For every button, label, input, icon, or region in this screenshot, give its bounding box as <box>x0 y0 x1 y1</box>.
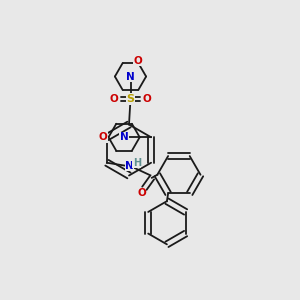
Text: S: S <box>127 94 134 104</box>
Text: O: O <box>99 132 107 142</box>
Text: O: O <box>134 56 143 66</box>
Text: N: N <box>120 132 128 142</box>
Text: N: N <box>126 71 135 82</box>
Text: O: O <box>137 188 146 198</box>
Text: O: O <box>110 94 119 104</box>
Text: O: O <box>142 94 151 104</box>
Text: H: H <box>133 158 141 168</box>
Text: N: N <box>125 161 134 171</box>
